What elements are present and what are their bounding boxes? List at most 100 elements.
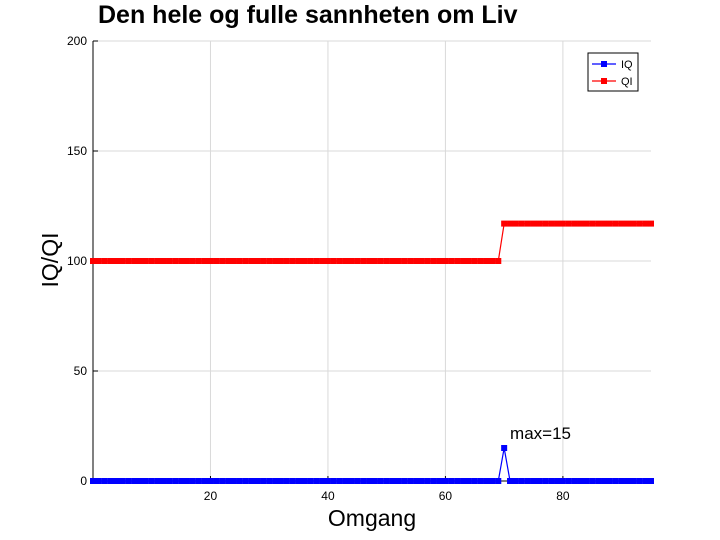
data-point-qi [113,258,120,264]
data-point-qi [383,258,390,264]
data-point-qi [166,258,173,264]
data-point-qi [219,258,226,264]
data-point-qi [154,258,161,264]
annotations: max=15 [510,424,571,443]
data-point-iq [136,478,143,484]
data-point-qi [125,258,132,264]
data-point-qi [236,258,243,264]
data-point-iq [577,478,584,484]
data-point-iq [483,478,490,484]
data-point-iq [595,478,602,484]
data-point-iq [219,478,226,484]
data-point-qi [319,258,326,264]
data-point-qi [148,258,155,264]
data-point-qi [583,220,590,227]
data-point-iq [248,478,255,484]
data-point-iq [95,478,102,484]
x-tick-label: 80 [556,489,570,503]
data-point-iq [172,478,179,484]
data-point-iq [430,478,437,484]
data-point-iq [272,478,279,484]
data-point-iq [454,478,461,484]
data-point-iq [277,478,284,484]
legend-box [587,52,639,92]
data-point-qi [366,258,373,264]
data-point-iq [624,478,631,484]
data-point-iq [201,478,208,484]
data-point-qi [207,258,214,264]
data-point-iq [383,478,390,484]
data-point-iq [554,478,561,484]
data-point-iq [507,478,514,484]
data-point-iq [489,478,496,484]
data-point-iq [636,478,643,484]
data-point-qi [601,220,608,227]
data-point-iq [630,478,637,484]
data-point-iq [225,478,232,484]
data-point-qi [460,258,467,264]
data-point-iq [113,478,120,484]
data-point-iq [319,478,326,484]
data-point-iq [131,478,138,484]
data-point-qi [542,220,549,227]
data-point-qi [407,258,414,264]
data-point-iq [559,478,566,484]
data-point-qi [489,258,496,264]
data-point-qi [612,220,619,227]
legend-label: QI [621,76,633,88]
data-point-iq [148,478,155,484]
data-point-qi [577,220,584,227]
data-point-qi [283,258,290,264]
data-point-qi [395,258,402,264]
legend-label: IQ [621,59,633,71]
data-point-iq [236,478,243,484]
data-point-iq [418,478,425,484]
data-point-iq [648,478,654,484]
data-point-iq [436,478,443,484]
data-point-qi [389,258,396,264]
data-point-qi [595,220,602,227]
data-point-iq [230,478,237,484]
data-point-iq [495,478,502,484]
data-point-iq [395,478,402,484]
data-point-qi [131,258,138,264]
data-point-iq [242,478,249,484]
y-tick-label: 150 [67,144,87,158]
data-point-qi [512,220,519,227]
data-point-iq [465,478,472,484]
data-point-qi [277,258,284,264]
data-point-qi [418,258,425,264]
data-point-qi [289,258,296,264]
data-point-iq [501,445,508,451]
data-point-qi [530,220,537,227]
data-point-iq [330,478,337,484]
series-qi [90,220,654,264]
data-point-qi [254,258,261,264]
x-axis-label: Omgang [328,505,416,531]
data-point-qi [559,220,566,227]
data-point-iq [178,478,185,484]
data-point-iq [360,478,367,484]
y-tick-label: 50 [74,364,88,378]
data-point-qi [342,258,349,264]
data-point-iq [160,478,167,484]
data-point-iq [101,478,108,484]
data-point-iq [565,478,572,484]
data-point-qi [636,220,643,227]
data-point-qi [160,258,167,264]
data-point-qi [360,258,367,264]
data-point-qi [501,220,508,227]
data-point-iq [142,478,149,484]
x-tick-label: 20 [204,489,218,503]
data-point-iq [542,478,549,484]
data-point-iq [389,478,396,484]
data-point-qi [507,220,514,227]
data-point-qi [136,258,143,264]
data-point-qi [618,220,625,227]
chart-title: Den hele og fulle sannheten om Liv [98,1,518,29]
y-tick-label: 200 [67,34,87,48]
y-tick-label: 0 [80,474,87,488]
data-point-qi [524,220,531,227]
data-point-iq [266,478,273,484]
data-point-iq [536,478,543,484]
